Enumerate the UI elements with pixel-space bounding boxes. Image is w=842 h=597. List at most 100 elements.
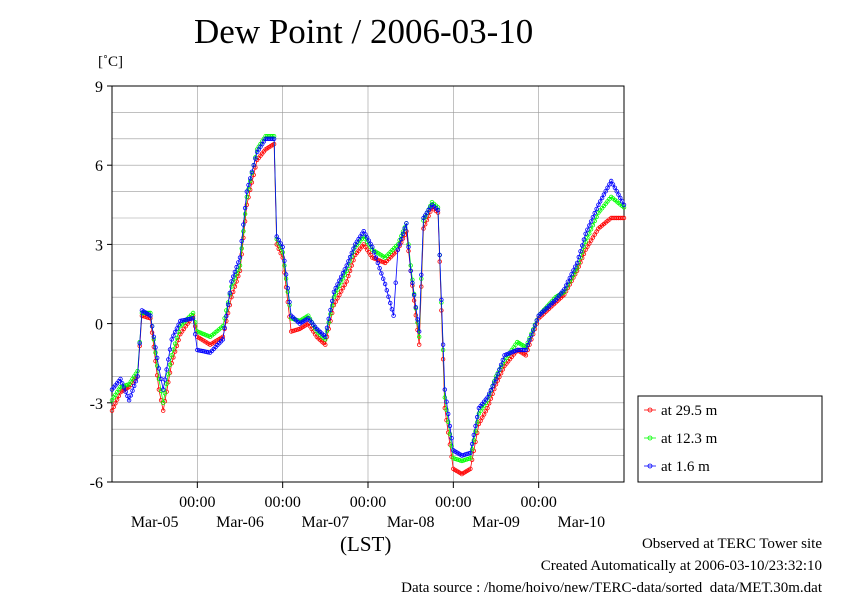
data-point: [377, 266, 382, 271]
data-point: [435, 207, 441, 213]
footer-created: Created Automatically at 2006-03-10/23:3…: [540, 558, 822, 574]
data-point: [410, 280, 415, 286]
data-point: [449, 443, 454, 449]
data-point: [621, 202, 627, 207]
data-point: [469, 447, 475, 452]
data-point: [190, 316, 196, 321]
data-point: [379, 271, 384, 276]
data-point: [565, 279, 571, 284]
data-point: [614, 188, 619, 194]
legend-swatch-marker: [647, 435, 653, 441]
data-point: [247, 176, 253, 181]
data-point: [497, 367, 502, 372]
data-point: [523, 353, 529, 358]
data-point: [523, 347, 529, 353]
data-point: [411, 298, 417, 303]
data-point: [328, 307, 333, 313]
data-point: [230, 274, 236, 279]
data-point: [131, 383, 137, 389]
data-point: [576, 254, 581, 260]
data-point: [239, 238, 244, 244]
data-point: [346, 259, 351, 264]
data-point: [522, 347, 527, 353]
data-point: [239, 246, 244, 251]
data-point: [449, 436, 454, 441]
data-point: [406, 244, 411, 250]
data-point: [485, 405, 490, 411]
x-time-label: 00:00: [435, 494, 471, 511]
data-point: [164, 381, 169, 386]
data-point: [172, 341, 178, 346]
data-point: [447, 423, 453, 429]
data-point: [364, 235, 370, 240]
data-point: [581, 237, 587, 242]
data-point: [488, 387, 494, 393]
data-point: [137, 341, 142, 346]
data-point: [130, 388, 135, 393]
data-point: [603, 188, 608, 194]
data-point: [166, 372, 171, 377]
data-point: [413, 313, 418, 318]
data-point: [154, 355, 160, 361]
data-point: [585, 235, 590, 240]
data-point: [271, 136, 277, 141]
footer-data-source: Data source : /home/hoivo/new/TERC-data/…: [401, 580, 822, 596]
data-point: [485, 395, 490, 400]
y-tick-label: -3: [90, 396, 103, 413]
data-point: [160, 387, 166, 392]
data-point: [149, 330, 155, 335]
data-point: [471, 438, 476, 443]
data-point: [587, 223, 592, 228]
data-point: [397, 242, 402, 247]
data-point: [234, 264, 239, 270]
data-point: [471, 432, 476, 438]
data-point: [527, 338, 532, 343]
data-point: [229, 284, 234, 289]
data-point: [532, 323, 538, 328]
data-point: [109, 408, 115, 413]
series-group: [109, 133, 627, 477]
data-point: [411, 292, 417, 298]
data-point: [400, 231, 406, 236]
data-point: [153, 358, 158, 364]
data-point: [598, 199, 603, 204]
legend: at 29.5 m at 12.3 m at 1.6 m: [637, 395, 823, 483]
y-tick-label: -6: [90, 475, 103, 492]
data-point: [222, 325, 227, 330]
data-point: [609, 178, 614, 184]
data-point: [402, 226, 407, 231]
data-point: [393, 280, 398, 285]
data-point: [573, 264, 578, 269]
data-point: [481, 412, 487, 417]
y-axis-ticks: -6 -3 0 3 6 9: [90, 79, 112, 492]
data-point: [167, 362, 173, 367]
x-time-label: 00:00: [179, 494, 215, 511]
data-point: [330, 298, 335, 304]
x-date-label: Mar-06: [216, 514, 264, 531]
data-point: [594, 206, 599, 212]
data-point: [346, 273, 351, 279]
data-point: [347, 254, 353, 260]
legend-swatch-marker: [647, 407, 653, 413]
data-point: [592, 210, 597, 216]
data-point: [174, 335, 180, 341]
grid-lines: [112, 86, 624, 482]
data-point: [171, 333, 176, 338]
data-point: [188, 316, 194, 321]
data-point: [495, 372, 500, 377]
data-point: [135, 374, 140, 379]
data-point: [153, 345, 158, 350]
legend-label: at 1.6 m: [661, 459, 710, 475]
data-point: [113, 401, 118, 406]
data-point: [121, 385, 127, 390]
data-point: [389, 307, 395, 312]
data-point: [241, 228, 246, 234]
data-point: [475, 414, 480, 420]
data-point: [160, 408, 166, 413]
data-point: [326, 316, 331, 321]
data-point: [278, 241, 283, 246]
legend-swatch-marker: [647, 463, 653, 469]
x-time-label: 00:00: [350, 494, 386, 511]
